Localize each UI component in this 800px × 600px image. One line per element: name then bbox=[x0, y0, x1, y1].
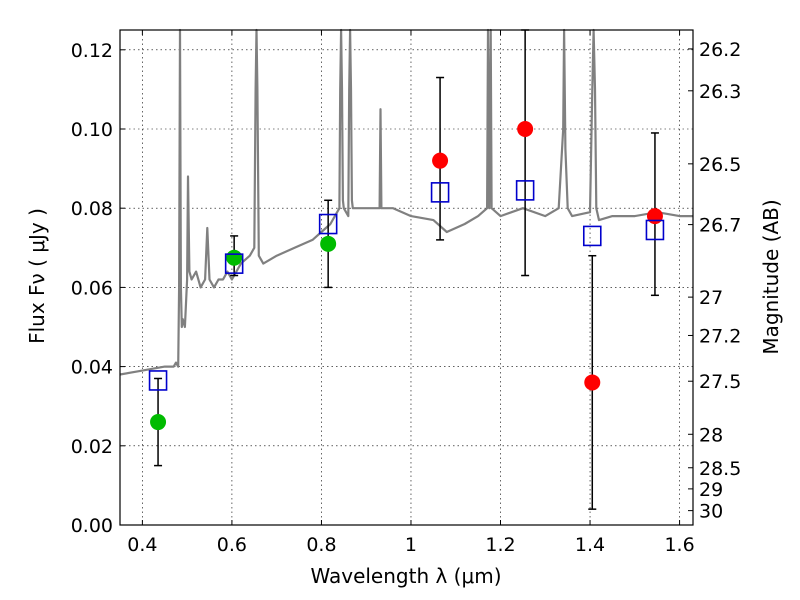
data-point-square bbox=[645, 219, 665, 241]
x-tick-label: 1.6 bbox=[664, 534, 694, 556]
y-tick-label: 0.02 bbox=[71, 436, 113, 458]
y2-tick-label: 28.5 bbox=[699, 458, 741, 480]
axis-ticks: 0.4 0.6 0.8 1 1.2 1.4 1.6 0.00 0.02 0.04 0.06 0.08 0… bbox=[71, 30, 741, 556]
y-tick-label: 0.12 bbox=[71, 40, 113, 62]
y2-tick-label: 28 bbox=[699, 424, 723, 446]
y-tick-label: 0.06 bbox=[71, 277, 113, 299]
x-axis-title: Wavelength λ (μm) bbox=[310, 564, 501, 588]
data-point-square bbox=[430, 182, 450, 203]
y-axis-title: Flux Fν ( μJy ) bbox=[25, 208, 49, 344]
spectrum-line bbox=[119, 28, 693, 376]
x-tick-label: 0.8 bbox=[306, 534, 336, 556]
data-point bbox=[150, 414, 167, 431]
y2-tick-label: 26.2 bbox=[699, 39, 741, 61]
y2-tick-label: 27.2 bbox=[699, 325, 741, 347]
data-point bbox=[432, 152, 449, 169]
data-point bbox=[584, 374, 601, 391]
y2-tick-label: 29 bbox=[699, 479, 723, 501]
y-tick-label: 0.10 bbox=[71, 119, 113, 141]
x-tick-label: 0.6 bbox=[217, 534, 247, 556]
y2-tick-label: 26.3 bbox=[699, 81, 741, 103]
data-point-square bbox=[318, 213, 338, 235]
y-tick-label: 0.08 bbox=[71, 198, 113, 220]
y2-tick-label: 26.5 bbox=[699, 154, 741, 176]
y-tick-label: 0.00 bbox=[71, 515, 113, 537]
data-point bbox=[517, 121, 534, 137]
data-point-square bbox=[515, 180, 535, 201]
data-point-square bbox=[148, 370, 168, 391]
data-point bbox=[320, 235, 337, 252]
y2-tick-label: 27.5 bbox=[699, 371, 741, 393]
y-tick-label: 0.04 bbox=[71, 357, 113, 379]
y2-tick-label: 26.7 bbox=[699, 215, 741, 237]
data-point bbox=[646, 208, 663, 225]
y2-axis-title: Magnitude (AB) bbox=[759, 199, 783, 354]
x-tick-label: 0.4 bbox=[127, 534, 157, 556]
y2-tick-label: 27 bbox=[699, 287, 723, 309]
data-point-square bbox=[582, 225, 602, 247]
spectrum-series bbox=[119, 28, 693, 376]
data-markers bbox=[148, 121, 665, 431]
error-bars bbox=[154, 29, 659, 510]
data-point bbox=[226, 249, 243, 266]
x-tick-label: 1.4 bbox=[575, 534, 605, 556]
x-tick-label: 1.2 bbox=[485, 534, 515, 556]
data-point-square bbox=[224, 253, 244, 274]
y2-tick-label: 30 bbox=[699, 501, 723, 523]
plot-frame bbox=[119, 29, 694, 526]
x-tick-label: 1 bbox=[405, 534, 417, 556]
